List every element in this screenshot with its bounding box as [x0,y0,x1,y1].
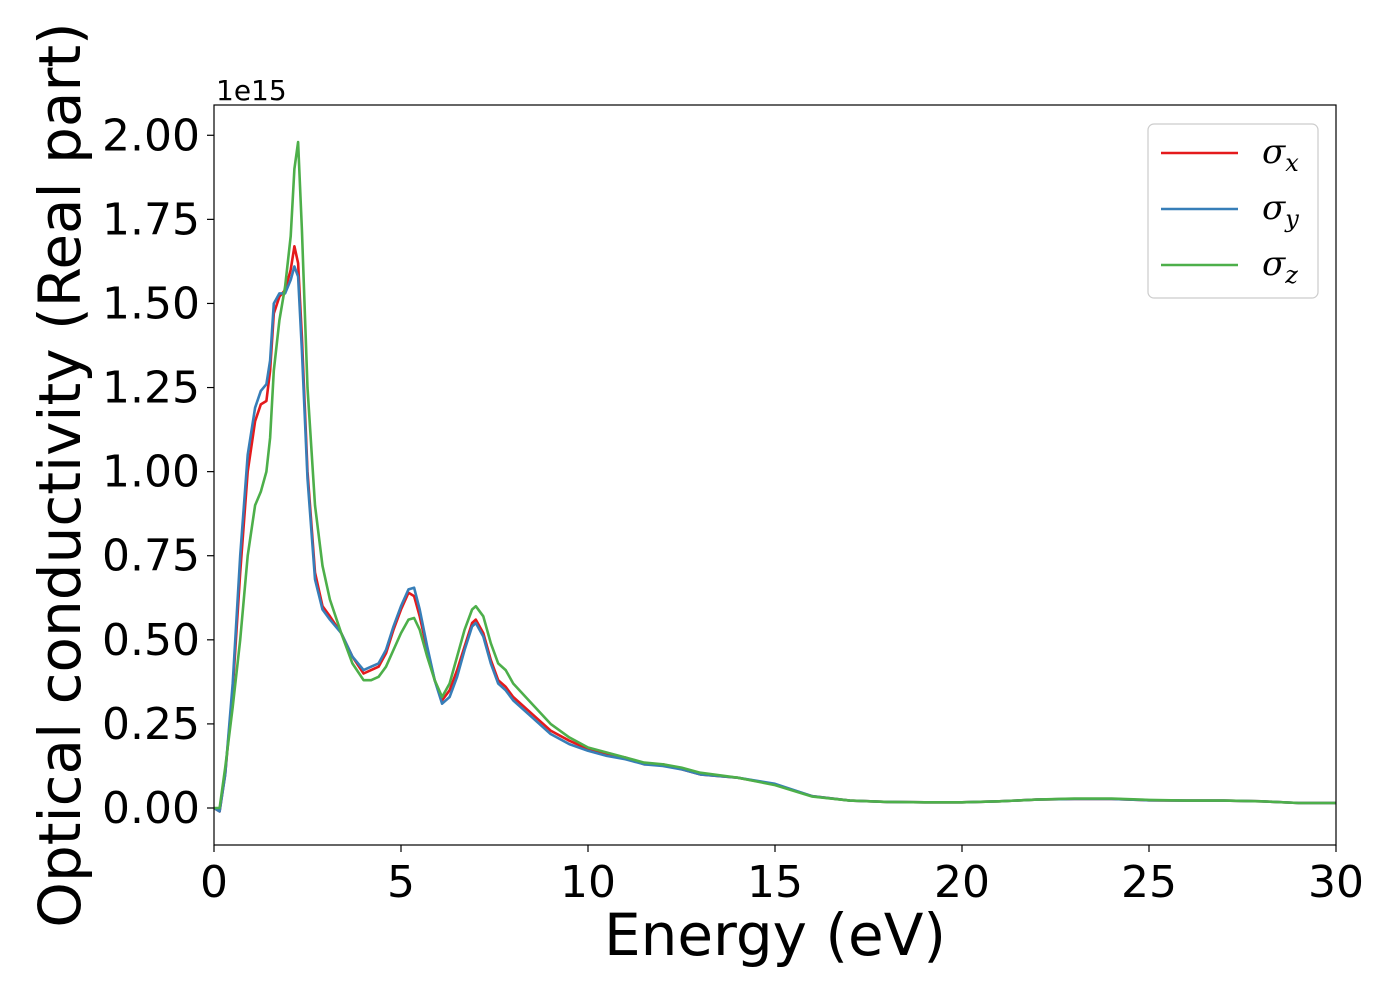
x-tick-label: 30 [1308,857,1364,908]
legend-subscript: y [1284,205,1299,233]
x-tick-label: 15 [747,857,803,908]
y-tick-label: 0.50 [102,615,200,666]
y-tick-label: 1.00 [102,447,200,498]
y-tick-label: 1.25 [102,363,200,414]
x-tick-label: 25 [1121,857,1177,908]
x-tick-label: 5 [387,857,415,908]
y-tick-label: 1.75 [102,194,200,245]
y-axis-title: Optical conductivity (Real part) [26,22,94,927]
x-axis-title: Energy (eV) [604,901,946,969]
x-tick-label: 20 [934,857,990,908]
x-tick-label: 0 [200,857,228,908]
legend-box [1147,123,1319,299]
x-axis: 0 5 10 15 20 25 30 [200,845,1364,908]
series-layer [213,140,1336,813]
legend-subscript: z [1284,261,1298,289]
y-tick-label: 2.00 [102,110,200,161]
y-axis: 0.00 0.25 0.50 0.75 1.00 1.25 1.50 1.75 2.00 [102,110,214,834]
y-tick-label: 1.50 [102,278,200,329]
series-line-y [213,265,1336,813]
series-line-x [213,245,1336,813]
y-offset-label: 1e15 [216,74,287,107]
y-tick-label: 0.00 [102,783,200,834]
y-tick-label: 0.25 [102,699,200,750]
legend-subscript: x [1285,149,1299,177]
x-tick-label: 10 [560,857,616,908]
series-line-z [214,140,1336,810]
y-tick-label: 0.75 [102,531,200,582]
